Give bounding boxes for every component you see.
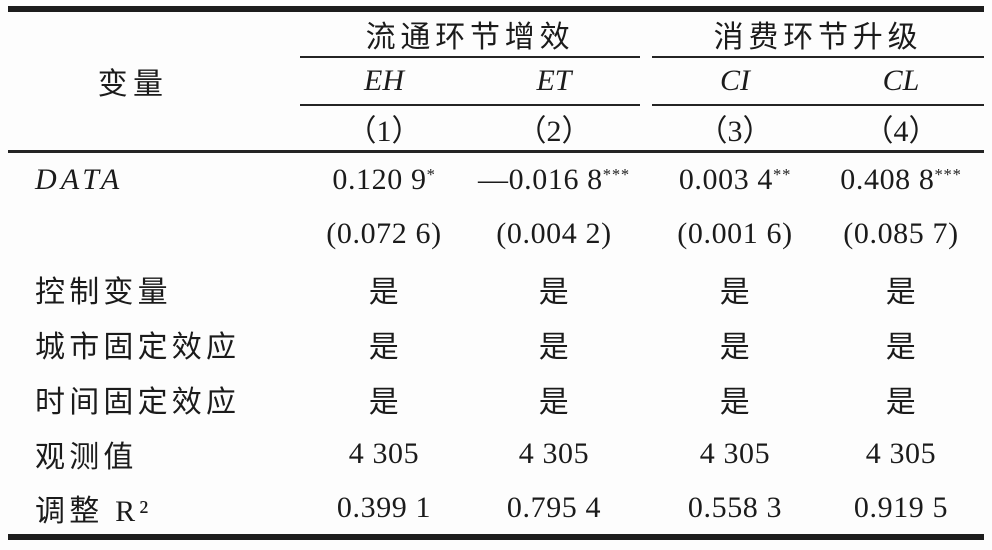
model-number-2: （2） (468, 105, 640, 153)
cell-value: 是 (368, 276, 400, 309)
cell-value: 是 (885, 276, 917, 309)
cell-value: 是 (368, 386, 400, 419)
cell-value: 0.919 5 (853, 490, 949, 524)
model-number-1: （1） (300, 105, 468, 153)
cell-value: 是 (538, 386, 570, 419)
significance-stars: * (426, 164, 436, 184)
row-label: 城市固定效应 (35, 331, 241, 364)
row-label: DATA (35, 162, 124, 196)
table-row: 时间固定效应 是 是 是 是 (8, 372, 984, 427)
cell-value: 0.408 8*** (840, 162, 962, 196)
cell-value: 4 305 (699, 437, 771, 470)
variable-column-header: 变量 (8, 9, 300, 153)
column-header-eh: EH (300, 57, 468, 106)
column-group-gap (640, 427, 652, 482)
column-group-gap (640, 372, 652, 427)
significance-stars: ** (773, 164, 792, 184)
table-row: 观测值 4 305 4 305 4 305 4 305 (8, 427, 984, 482)
row-label: 时间固定效应 (35, 386, 241, 419)
cell-value: 是 (368, 331, 400, 364)
cell-value: (0.085 7) (843, 217, 959, 250)
row-label: 观测值 (35, 441, 138, 474)
model-number-4: （4） (818, 105, 984, 153)
cell-value: 是 (719, 276, 751, 309)
significance-stars: *** (602, 164, 631, 184)
cell-value: 0.120 9* (332, 162, 436, 196)
column-group-gap (640, 207, 652, 262)
column-group-gap (640, 317, 652, 372)
column-group-gap (640, 152, 652, 207)
table-row: 控制变量 是 是 是 是 (8, 262, 984, 317)
row-label: 调整 R² (35, 494, 153, 528)
group-header-consumption-upgrade: 消费环节升级 (652, 9, 984, 58)
group-header-row: 变量 流通环节增效 消费环节升级 (8, 9, 984, 153)
model-number-row: （1） （2） （3） （4） (8, 105, 984, 153)
cell-value: 0.399 1 (336, 490, 432, 524)
cell-value: —0.016 8*** (477, 162, 631, 196)
table-body: DATA 0.120 9* —0.016 8*** 0.003 4** 0.408 8*… (8, 152, 984, 537)
cell-value: 4 305 (518, 437, 590, 470)
column-header-cl: CL (818, 57, 984, 106)
column-header-et: ET (468, 57, 640, 106)
cell-value: (0.004 2) (496, 217, 612, 250)
cell-value: 是 (885, 386, 917, 419)
cell-value: 是 (885, 331, 917, 364)
model-number-3: （3） (652, 105, 818, 153)
table-header: 变量 流通环节增效 消费环节升级 EH ET CI CL （1） （2） （3）… (8, 9, 984, 153)
row-label: 控制变量 (35, 276, 172, 309)
column-group-gap (640, 262, 652, 317)
table-row: DATA 0.120 9* —0.016 8*** 0.003 4** 0.408 8*… (8, 152, 984, 207)
row-label (8, 207, 300, 262)
cell-value: 是 (719, 331, 751, 364)
cell-value: 4 305 (348, 437, 420, 470)
column-group-gap (640, 482, 652, 537)
table-row: (0.072 6) (0.004 2) (0.001 6) (0.085 7) (8, 207, 984, 262)
cell-value: 0.795 4 (506, 490, 602, 524)
cell-value: 是 (719, 386, 751, 419)
significance-stars: *** (934, 164, 962, 184)
cell-value: 4 305 (865, 437, 937, 470)
column-group-gap (640, 9, 652, 105)
group-header-circulation-efficiency: 流通环节增效 (300, 9, 640, 58)
table-row: 城市固定效应 是 是 是 是 (8, 317, 984, 372)
cell-value: (0.001 6) (677, 217, 793, 250)
cell-value: 0.003 4** (678, 162, 792, 196)
table-row: 调整 R² 0.399 1 0.795 4 0.558 3 0.919 5 (8, 482, 984, 537)
cell-value: 是 (538, 276, 570, 309)
regression-results-table: 变量 流通环节增效 消费环节升级 EH ET CI CL （1） （2） （3）… (8, 6, 984, 540)
column-group-gap (640, 105, 652, 153)
column-header-ci: CI (652, 57, 818, 106)
cell-value: 0.558 3 (687, 490, 783, 524)
cell-value: 是 (538, 331, 570, 364)
cell-value: (0.072 6) (326, 217, 442, 250)
measure-header-row: EH ET CI CL (8, 57, 984, 106)
